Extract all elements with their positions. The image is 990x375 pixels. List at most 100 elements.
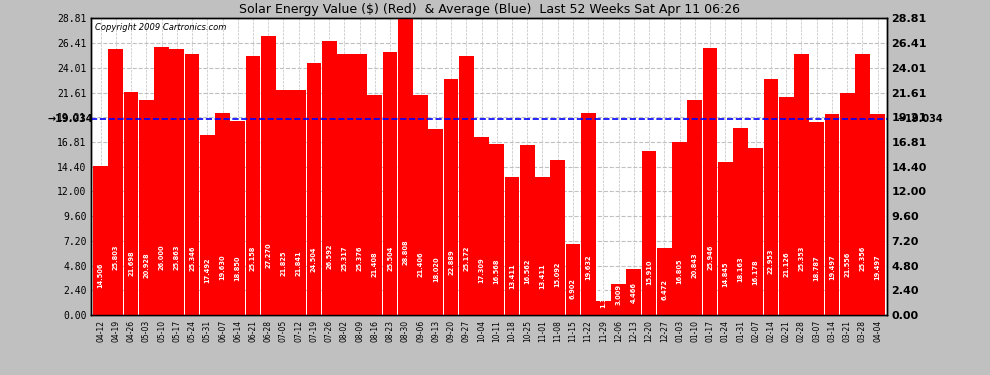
Bar bbox=[505, 177, 520, 315]
Text: 25.346: 25.346 bbox=[189, 245, 195, 271]
Text: 18.020: 18.020 bbox=[433, 256, 439, 282]
Bar bbox=[231, 121, 246, 315]
Bar bbox=[260, 36, 275, 315]
Text: 24.504: 24.504 bbox=[311, 247, 317, 272]
Bar bbox=[734, 128, 747, 315]
Bar bbox=[169, 49, 184, 315]
Text: 19.497: 19.497 bbox=[829, 254, 835, 280]
Bar bbox=[444, 80, 458, 315]
Bar bbox=[352, 54, 367, 315]
Text: 25.803: 25.803 bbox=[113, 244, 119, 270]
Text: 15.910: 15.910 bbox=[646, 260, 652, 285]
Bar bbox=[581, 113, 596, 315]
Text: →19.034: →19.034 bbox=[897, 114, 943, 124]
Text: 18.787: 18.787 bbox=[814, 255, 820, 281]
Bar bbox=[611, 284, 626, 315]
Bar bbox=[825, 114, 840, 315]
Bar bbox=[109, 49, 123, 315]
Text: 26.592: 26.592 bbox=[326, 243, 333, 269]
Bar bbox=[535, 177, 549, 315]
Text: 18.163: 18.163 bbox=[738, 256, 743, 282]
Bar bbox=[139, 99, 153, 315]
Text: 16.805: 16.805 bbox=[676, 258, 682, 284]
Text: 1.369: 1.369 bbox=[600, 287, 607, 308]
Text: 25.158: 25.158 bbox=[250, 246, 256, 271]
Text: 21.556: 21.556 bbox=[844, 251, 850, 277]
Bar bbox=[642, 151, 656, 315]
Bar bbox=[367, 94, 382, 315]
Bar bbox=[154, 47, 169, 315]
Bar bbox=[93, 166, 108, 315]
Bar bbox=[520, 144, 535, 315]
Bar bbox=[718, 162, 733, 315]
Text: 21.408: 21.408 bbox=[372, 251, 378, 277]
Bar bbox=[200, 135, 215, 315]
Bar bbox=[565, 244, 580, 315]
Bar bbox=[398, 18, 413, 315]
Text: 16.562: 16.562 bbox=[525, 259, 531, 284]
Bar bbox=[779, 98, 794, 315]
Bar bbox=[185, 54, 199, 315]
Text: 15.092: 15.092 bbox=[554, 261, 560, 286]
Text: 4.466: 4.466 bbox=[631, 282, 637, 303]
Text: 25.376: 25.376 bbox=[356, 245, 362, 271]
Text: Copyright 2009 Cartronics.com: Copyright 2009 Cartronics.com bbox=[95, 23, 227, 32]
Text: 25.863: 25.863 bbox=[174, 244, 180, 270]
Text: 3.009: 3.009 bbox=[616, 284, 622, 305]
Text: 21.825: 21.825 bbox=[280, 251, 286, 276]
Title: Solar Energy Value ($) (Red)  & Average (Blue)  Last 52 Weeks Sat Apr 11 06:26: Solar Energy Value ($) (Red) & Average (… bbox=[239, 3, 740, 16]
Text: 6.902: 6.902 bbox=[570, 278, 576, 299]
Text: 25.172: 25.172 bbox=[463, 246, 469, 271]
Bar bbox=[550, 160, 565, 315]
Bar bbox=[474, 137, 489, 315]
Text: 25.504: 25.504 bbox=[387, 245, 393, 270]
Bar bbox=[459, 56, 473, 315]
Text: 17.309: 17.309 bbox=[478, 258, 484, 283]
Text: 27.270: 27.270 bbox=[265, 243, 271, 268]
Text: 14.506: 14.506 bbox=[98, 262, 104, 288]
Text: 26.000: 26.000 bbox=[158, 244, 164, 270]
Bar bbox=[322, 41, 337, 315]
Text: 21.126: 21.126 bbox=[783, 252, 789, 278]
Text: 21.698: 21.698 bbox=[128, 251, 134, 276]
Text: 22.953: 22.953 bbox=[768, 249, 774, 274]
Bar bbox=[657, 249, 671, 315]
Bar bbox=[809, 122, 824, 315]
Bar bbox=[672, 142, 687, 315]
Bar bbox=[840, 93, 854, 315]
Bar bbox=[489, 144, 504, 315]
Bar bbox=[855, 54, 870, 315]
Text: 19.630: 19.630 bbox=[220, 254, 226, 280]
Bar bbox=[337, 54, 351, 315]
Bar bbox=[703, 48, 718, 315]
Bar bbox=[383, 53, 397, 315]
Bar bbox=[687, 100, 702, 315]
Bar bbox=[124, 92, 139, 315]
Text: →19.034: →19.034 bbox=[48, 114, 93, 124]
Text: 18.850: 18.850 bbox=[235, 255, 241, 281]
Text: 16.568: 16.568 bbox=[494, 259, 500, 284]
Bar bbox=[246, 56, 260, 315]
Bar bbox=[215, 113, 230, 315]
Text: 19.632: 19.632 bbox=[585, 254, 591, 280]
Text: 25.317: 25.317 bbox=[342, 245, 347, 271]
Text: 13.411: 13.411 bbox=[540, 264, 545, 289]
Text: 21.841: 21.841 bbox=[296, 251, 302, 276]
Bar bbox=[627, 269, 642, 315]
Bar bbox=[413, 94, 428, 315]
Bar bbox=[307, 63, 322, 315]
Text: 25.356: 25.356 bbox=[859, 245, 865, 271]
Bar bbox=[596, 301, 611, 315]
Text: 19.497: 19.497 bbox=[874, 254, 881, 280]
Text: 17.492: 17.492 bbox=[204, 257, 210, 283]
Text: 6.472: 6.472 bbox=[661, 279, 667, 300]
Text: 22.889: 22.889 bbox=[448, 249, 454, 274]
Text: 20.843: 20.843 bbox=[692, 252, 698, 278]
Text: 16.178: 16.178 bbox=[752, 260, 758, 285]
Text: 28.808: 28.808 bbox=[402, 240, 408, 266]
Bar bbox=[763, 79, 778, 315]
Bar bbox=[276, 90, 291, 315]
Text: 25.946: 25.946 bbox=[707, 244, 713, 270]
Bar bbox=[794, 54, 809, 315]
Text: 21.406: 21.406 bbox=[418, 251, 424, 277]
